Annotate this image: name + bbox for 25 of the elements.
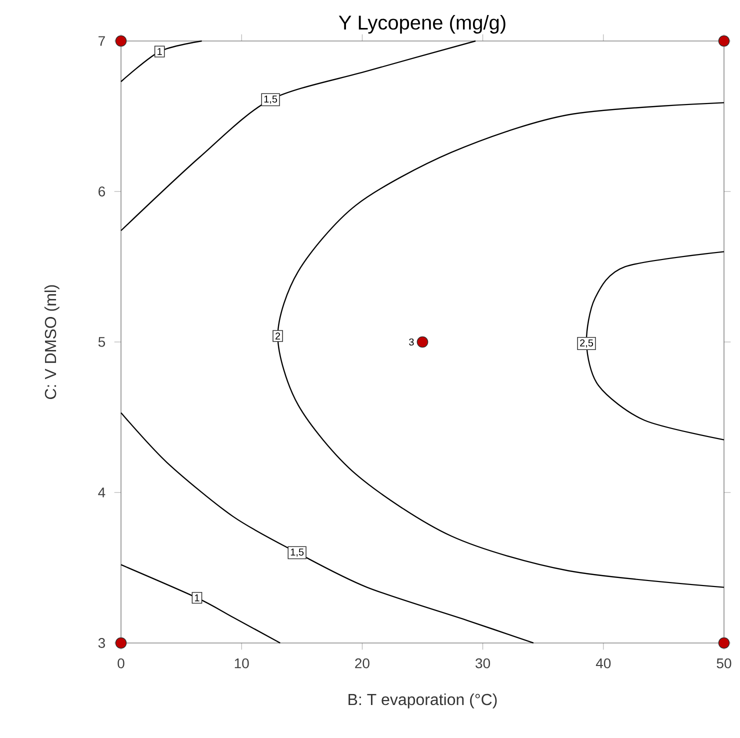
annotation: 1 [194, 594, 200, 602]
annotation: 3 [409, 338, 414, 346]
annotation: 1 [158, 48, 162, 55]
x-tick-label: 10 [234, 658, 249, 668]
point [416, 336, 428, 348]
annotation: 2 [276, 332, 280, 340]
chart-title: Y Lycopene (mg/g) [338, 14, 506, 34]
y-tick-label: 7 [98, 36, 105, 46]
y-tick-label: 5 [98, 337, 106, 347]
x-axis-title: B: T evaporation (°C) [348, 693, 497, 708]
line-series [120, 412, 534, 644]
line-series [120, 40, 476, 232]
point [115, 637, 127, 649]
y-tick-label: 3 [98, 638, 106, 648]
x-tick-label: 30 [476, 658, 490, 668]
y-tick-label: 6 [98, 186, 106, 196]
x-tick-label: 40 [596, 658, 611, 668]
y-tick-label: 4 [98, 488, 106, 498]
y-axis-title: C: V DMSO (ml) [44, 285, 60, 399]
x-tick-label: 0 [118, 658, 124, 668]
x-tick-label: 50 [716, 658, 732, 668]
point [115, 35, 127, 47]
line-series [120, 564, 281, 644]
annotation: 2,5 [580, 339, 594, 348]
x-tick-label: 20 [355, 658, 370, 668]
